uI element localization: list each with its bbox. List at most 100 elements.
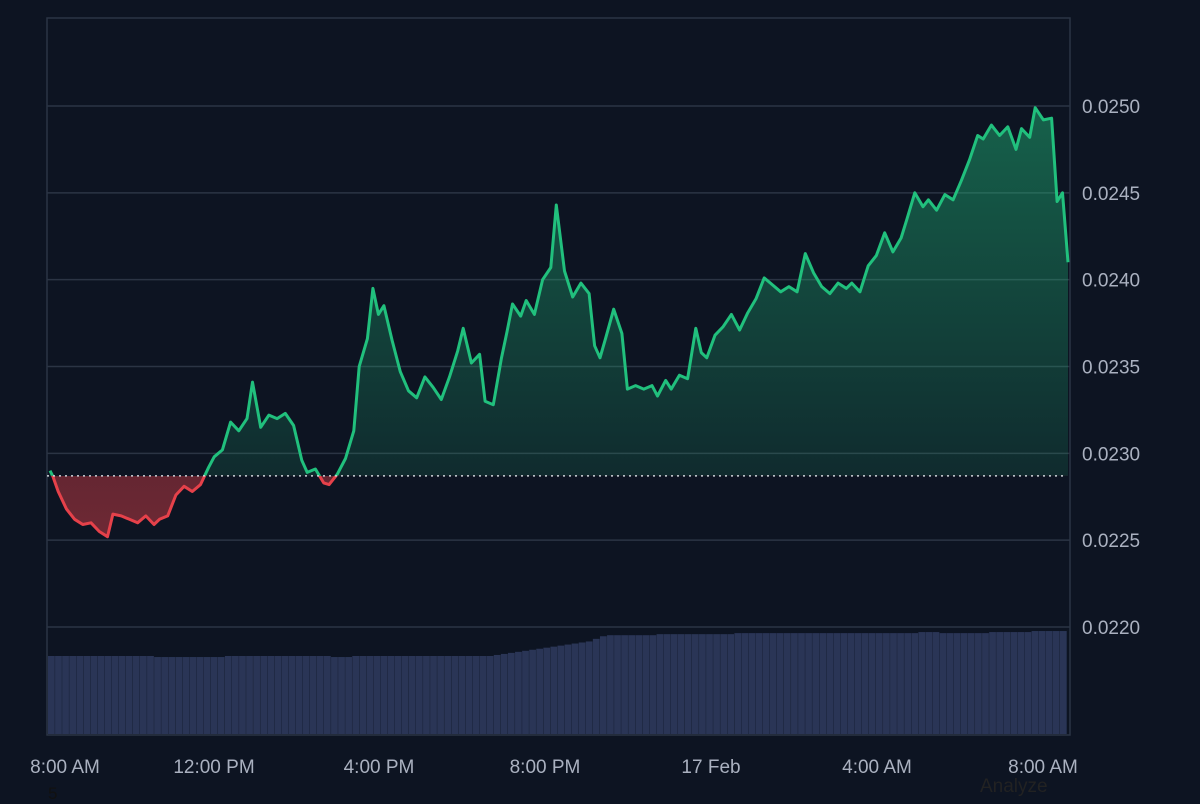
volume-bar bbox=[607, 635, 614, 734]
volume-bar bbox=[599, 636, 607, 734]
volume-bar bbox=[104, 656, 112, 734]
analyze-button[interactable]: Analyze bbox=[980, 776, 1048, 797]
volume-bar bbox=[727, 634, 735, 734]
volume-bar bbox=[132, 656, 140, 734]
volume-bar bbox=[217, 657, 225, 734]
volume-bar bbox=[776, 633, 784, 734]
volume-bar bbox=[585, 641, 593, 734]
volume-bar bbox=[69, 656, 77, 734]
volume-bar bbox=[734, 633, 742, 734]
volume-bar bbox=[224, 656, 232, 734]
volume-bar bbox=[1024, 632, 1032, 734]
volume-bar bbox=[996, 632, 1004, 734]
volume-bar bbox=[288, 656, 296, 734]
volume-bar bbox=[614, 635, 621, 734]
y-tick-label: 0.0225 bbox=[1082, 531, 1140, 552]
volume-bar bbox=[932, 632, 940, 734]
volume-bar bbox=[826, 633, 834, 734]
volume-bar bbox=[196, 657, 204, 734]
volume-bar bbox=[911, 633, 919, 734]
volume-bar bbox=[677, 634, 685, 734]
volume-bar bbox=[939, 633, 947, 734]
volume-bar bbox=[423, 656, 430, 734]
volume-bar bbox=[458, 656, 466, 734]
volume-bar bbox=[656, 634, 664, 734]
volume-bar bbox=[890, 633, 897, 734]
x-tick-label: 8:00 PM bbox=[510, 757, 581, 778]
area-fill-down bbox=[52, 475, 336, 537]
volume-bar bbox=[897, 633, 904, 734]
y-tick-label: 0.0235 bbox=[1082, 358, 1140, 379]
volume-bar bbox=[415, 656, 423, 734]
volume-bar bbox=[699, 634, 706, 734]
volume-bar bbox=[883, 633, 890, 734]
volume-bar bbox=[571, 643, 579, 734]
volume-bar bbox=[479, 656, 487, 734]
volume-bar bbox=[380, 656, 388, 734]
volume-bar bbox=[805, 633, 812, 734]
volume-bar bbox=[713, 634, 720, 734]
volume-bar bbox=[1003, 632, 1011, 734]
volume-bar bbox=[147, 656, 154, 734]
y-tick-label: 0.0240 bbox=[1082, 271, 1140, 292]
volume-bar bbox=[847, 633, 855, 734]
volume-bar bbox=[472, 656, 480, 734]
volume-bar bbox=[798, 633, 805, 734]
volume-bar bbox=[819, 633, 827, 734]
volume-bar bbox=[401, 656, 409, 734]
area-fill-up bbox=[50, 107, 1068, 476]
volume-bar bbox=[946, 633, 954, 734]
volume-bar bbox=[670, 634, 678, 734]
volume-bar bbox=[762, 633, 770, 734]
x-tick-label: 8:00 AM bbox=[1008, 757, 1078, 778]
volume-bar bbox=[975, 633, 982, 734]
volume-bar bbox=[203, 657, 211, 734]
volume-bar bbox=[522, 650, 529, 734]
x-tick-label: 8:00 AM bbox=[30, 757, 100, 778]
volume-bar bbox=[868, 633, 876, 734]
volume-bar bbox=[904, 633, 912, 734]
volume-bar bbox=[989, 632, 996, 734]
volume-bar bbox=[260, 656, 268, 734]
volume-bar bbox=[515, 651, 522, 734]
volume-bar bbox=[1059, 631, 1067, 734]
volume-bar bbox=[500, 653, 508, 734]
volume-bar bbox=[48, 656, 55, 734]
volume-bar bbox=[139, 656, 147, 734]
x-tick-label: 4:00 AM bbox=[842, 757, 912, 778]
volume-bar bbox=[118, 656, 126, 734]
volume-bar bbox=[430, 656, 437, 734]
volume-bar bbox=[373, 656, 381, 734]
volume-bar bbox=[267, 656, 275, 734]
volume-bar bbox=[97, 656, 105, 734]
volume-bar bbox=[302, 656, 310, 734]
volume-bar bbox=[861, 633, 869, 734]
volume-bar bbox=[366, 656, 374, 734]
volume-bar bbox=[791, 633, 798, 734]
volume-bar bbox=[967, 633, 975, 734]
volume-bar bbox=[387, 656, 395, 734]
volume-bar bbox=[451, 656, 459, 734]
volume-bar bbox=[111, 656, 119, 734]
volume-bar bbox=[557, 645, 565, 734]
volume-bar bbox=[281, 656, 289, 734]
volume-bar bbox=[295, 656, 303, 734]
volume-bar bbox=[55, 656, 62, 734]
volume-bar bbox=[253, 656, 260, 734]
volume-bar bbox=[769, 633, 777, 734]
volume-bar bbox=[465, 656, 473, 734]
volume-bar bbox=[444, 656, 452, 734]
volume-bar bbox=[642, 635, 650, 734]
volume-bar bbox=[854, 633, 862, 734]
volume-bar bbox=[1038, 631, 1046, 734]
volume-bar bbox=[755, 633, 763, 734]
volume-bar bbox=[274, 656, 282, 734]
volume-bar bbox=[62, 656, 69, 734]
volume-bar bbox=[925, 632, 933, 734]
x-tick-label: 17 Feb bbox=[681, 757, 740, 778]
volume-bar bbox=[316, 656, 324, 734]
volume-bar bbox=[182, 657, 190, 734]
volume-bar bbox=[840, 633, 848, 734]
volume-bar bbox=[168, 657, 176, 734]
